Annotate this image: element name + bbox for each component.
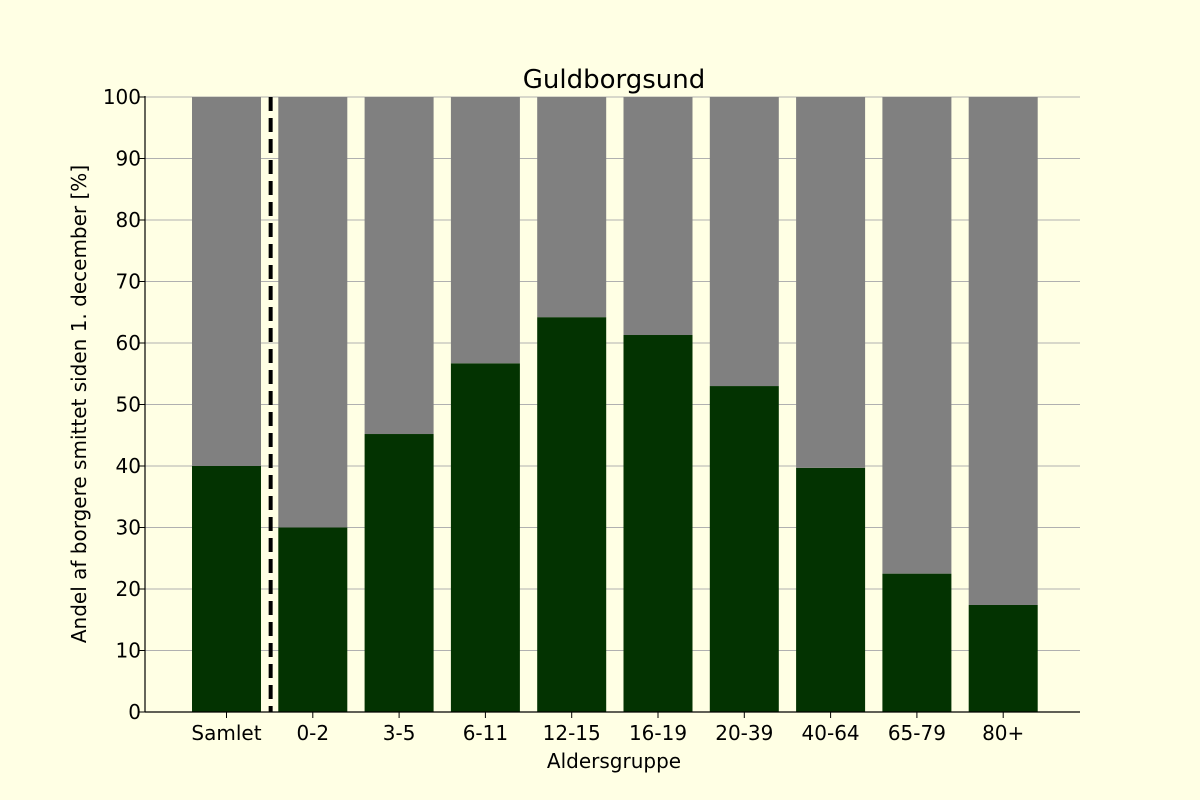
chart-title: Guldborgsund <box>523 65 706 95</box>
x-tick-label: Samlet <box>191 721 261 745</box>
y-tick-label: 100 <box>103 85 141 109</box>
x-tick-label: 12-15 <box>543 721 601 745</box>
bar-infected-segment <box>882 573 952 712</box>
bar-infected-segment <box>450 363 520 712</box>
bar-infected-segment <box>968 604 1038 712</box>
y-tick-label: 40 <box>116 454 141 478</box>
x-tick-label: 0-2 <box>296 721 329 745</box>
y-axis-title: Andel af borgere smittet siden 1. decemb… <box>67 165 91 643</box>
bar-infected-segment <box>192 466 261 712</box>
bar-remainder-segment <box>450 97 520 364</box>
x-tick-label: 16-19 <box>629 721 687 745</box>
y-tick-label: 90 <box>116 147 141 171</box>
x-axis-title: Aldersgruppe <box>547 749 681 773</box>
bar-remainder-segment <box>882 97 952 574</box>
y-tick-label: 70 <box>116 270 141 294</box>
bar-infected-segment <box>278 527 348 712</box>
bar-remainder-segment <box>278 97 348 528</box>
bar-infected-segment <box>364 434 434 712</box>
bar-remainder-segment <box>537 97 607 318</box>
x-tick-label: 80+ <box>982 721 1024 745</box>
x-tick-label: 65-79 <box>888 721 946 745</box>
x-tick-label: 40-64 <box>802 721 860 745</box>
y-tick-label: 60 <box>116 331 141 355</box>
bars <box>192 97 1038 712</box>
bar-remainder-segment <box>192 97 261 466</box>
tick-labels: 0 10 20 30 40 50 60 70 80 90 100 Samlet 0-2 3-5 6-11 12… <box>103 85 1024 745</box>
y-tick-label: 80 <box>116 208 141 232</box>
bar-infected-segment <box>537 317 607 712</box>
bar-infected-segment <box>709 386 779 712</box>
bar-infected-segment <box>796 467 866 712</box>
x-tick-label: 3-5 <box>383 721 416 745</box>
bar-remainder-segment <box>796 97 866 468</box>
x-tick-label: 6-11 <box>463 721 508 745</box>
y-tick-label: 30 <box>116 516 141 540</box>
y-tick-label: 50 <box>116 393 141 417</box>
y-tick-label: 0 <box>128 700 141 724</box>
bar-remainder-segment <box>709 97 779 387</box>
x-tick-label: 20-39 <box>715 721 773 745</box>
y-tick-label: 20 <box>116 577 141 601</box>
bar-remainder-segment <box>364 97 434 435</box>
y-tick-label: 10 <box>116 639 141 663</box>
bar-remainder-segment <box>968 97 1038 605</box>
bar-infected-segment <box>623 335 693 712</box>
bar-remainder-segment <box>623 97 693 336</box>
